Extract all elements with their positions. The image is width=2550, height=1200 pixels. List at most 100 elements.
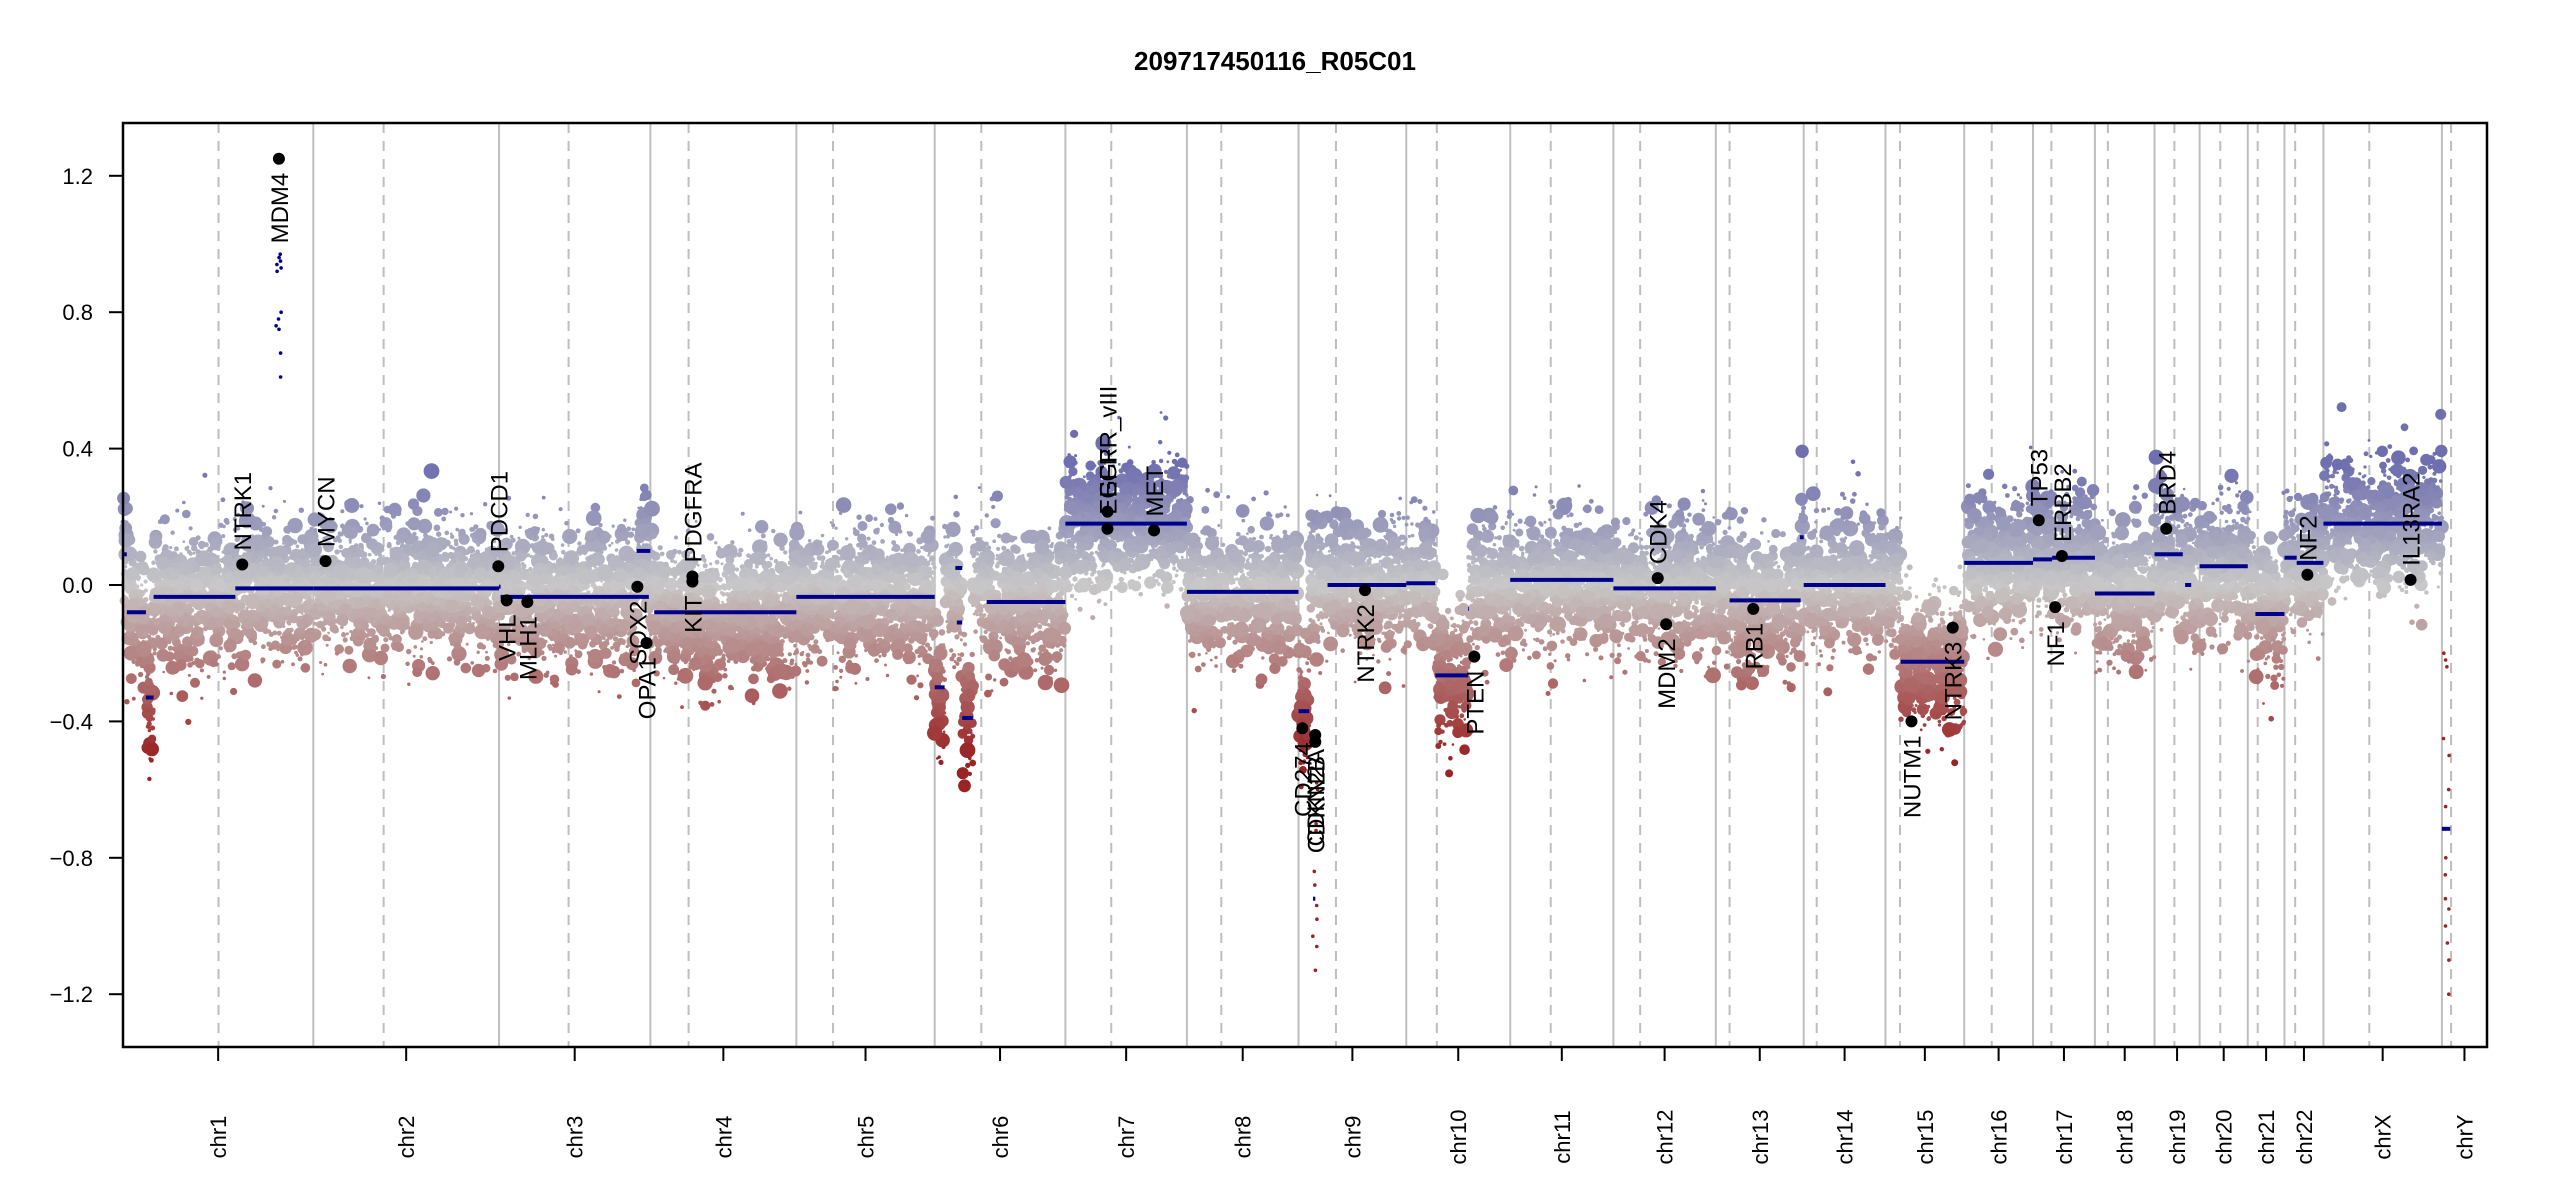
probe-point bbox=[600, 657, 604, 661]
probe-point bbox=[222, 600, 236, 614]
probe-point bbox=[261, 553, 265, 557]
probe-point bbox=[766, 674, 776, 684]
probe-point bbox=[783, 550, 788, 555]
probe-point bbox=[405, 535, 409, 540]
probe-point bbox=[590, 557, 599, 566]
probe-point bbox=[349, 630, 353, 634]
probe-point bbox=[176, 690, 189, 702]
probe-point bbox=[568, 554, 573, 559]
probe-point bbox=[745, 642, 760, 657]
probe-point bbox=[289, 551, 298, 559]
probe-point bbox=[676, 634, 680, 638]
probe-point bbox=[782, 658, 788, 663]
probe-point bbox=[603, 587, 609, 592]
probe-point bbox=[374, 646, 379, 650]
probe-point bbox=[741, 569, 746, 574]
probe-point bbox=[147, 776, 152, 782]
probe-point bbox=[215, 557, 221, 563]
probe-point bbox=[485, 650, 488, 654]
probe-point bbox=[540, 573, 550, 583]
probe-point bbox=[357, 550, 361, 554]
probe-point bbox=[455, 561, 468, 574]
probe-point bbox=[427, 656, 432, 662]
probe-point bbox=[516, 589, 521, 594]
probe-point bbox=[577, 541, 582, 546]
probe-point bbox=[664, 640, 672, 647]
probe-point bbox=[593, 607, 599, 613]
probe-point bbox=[722, 643, 726, 647]
probe-point bbox=[297, 639, 313, 656]
probe-point bbox=[283, 607, 288, 612]
probe-point bbox=[282, 542, 285, 545]
probe-point bbox=[438, 560, 442, 564]
probe-point bbox=[772, 683, 788, 699]
probe-point bbox=[363, 637, 376, 650]
probe-point bbox=[194, 624, 198, 628]
probe-point bbox=[325, 568, 329, 572]
probe-point bbox=[613, 568, 628, 583]
probe-point bbox=[341, 632, 347, 638]
probe-point bbox=[441, 516, 447, 522]
probe-point bbox=[762, 617, 766, 622]
probe-point bbox=[542, 542, 555, 555]
probe-point bbox=[175, 547, 179, 551]
probe-point bbox=[514, 573, 518, 577]
probe-point bbox=[726, 598, 730, 602]
probe-point bbox=[209, 659, 218, 668]
probe-point bbox=[236, 512, 240, 517]
probe-point bbox=[720, 621, 729, 630]
probe-point bbox=[597, 585, 602, 590]
probe-point bbox=[414, 599, 418, 603]
probe-point bbox=[136, 588, 141, 593]
probe-point bbox=[176, 610, 180, 614]
probe-point bbox=[124, 538, 128, 543]
probe-point bbox=[287, 536, 292, 541]
probe-point bbox=[721, 583, 729, 591]
probe-point bbox=[202, 472, 208, 478]
probe-point bbox=[714, 568, 718, 573]
probe-point bbox=[492, 573, 497, 579]
probe-point bbox=[222, 676, 226, 681]
probe-point bbox=[599, 619, 604, 624]
probe-point bbox=[739, 548, 744, 553]
probe-point bbox=[501, 585, 506, 590]
probe-point bbox=[628, 566, 633, 572]
probe-point bbox=[172, 567, 177, 572]
probe-point bbox=[427, 668, 434, 675]
probe-point bbox=[246, 600, 251, 605]
probe-point bbox=[210, 573, 215, 578]
probe-point bbox=[307, 597, 312, 603]
probe-point bbox=[223, 542, 240, 559]
probe-point bbox=[525, 512, 530, 518]
probe-point bbox=[209, 633, 224, 648]
probe-point bbox=[162, 544, 169, 551]
probe-point bbox=[474, 615, 479, 620]
probe-point bbox=[271, 515, 277, 520]
probe-point bbox=[224, 520, 230, 525]
probe-point bbox=[503, 570, 507, 574]
probe-point bbox=[470, 661, 475, 665]
probe-point bbox=[722, 572, 727, 577]
probe-point bbox=[282, 539, 286, 543]
probe-point bbox=[344, 645, 354, 655]
probe-point bbox=[670, 601, 675, 606]
probe-point bbox=[187, 604, 192, 609]
probe-point bbox=[459, 650, 464, 656]
probe-point bbox=[365, 521, 369, 526]
probe-point bbox=[559, 631, 563, 635]
probe-point bbox=[786, 619, 790, 623]
probe-point bbox=[543, 603, 549, 608]
probe-point bbox=[203, 542, 209, 548]
probe-point bbox=[788, 583, 794, 589]
probe-point bbox=[549, 635, 555, 642]
probe-point bbox=[585, 562, 591, 567]
probe-point bbox=[461, 549, 466, 554]
probe-point bbox=[610, 541, 614, 545]
probe-point bbox=[251, 577, 255, 581]
probe-point bbox=[720, 562, 724, 566]
probe-point bbox=[213, 626, 217, 631]
probe-point bbox=[680, 705, 684, 709]
probe-point bbox=[589, 672, 594, 676]
probe-point bbox=[254, 560, 259, 565]
probe-point bbox=[195, 535, 201, 541]
